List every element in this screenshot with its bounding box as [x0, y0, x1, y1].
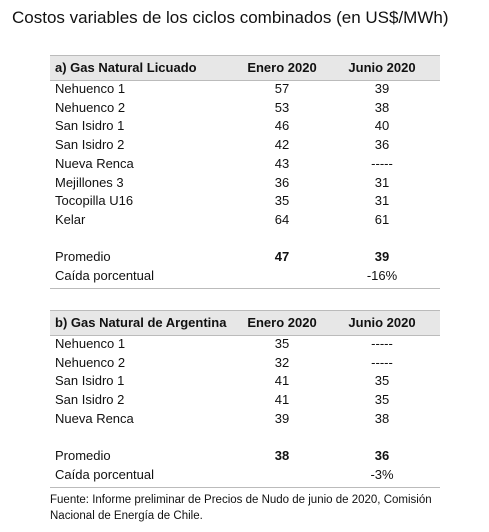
footnote: Nacional de Energía de Chile. [50, 510, 203, 522]
cell: 36 [374, 137, 390, 153]
footnote: Fuente: Informe preliminar de Precios de… [50, 494, 432, 506]
average-value: 47 [274, 249, 290, 265]
cell: 39 [274, 410, 290, 426]
cell: 32 [274, 354, 290, 370]
cell: 64 [274, 211, 290, 227]
average-value: 38 [274, 448, 290, 464]
cell: 39 [374, 81, 390, 96]
cell: 40 [374, 118, 390, 134]
header-band [50, 310, 440, 336]
cell: 38 [374, 99, 390, 115]
average-label: Promedio [55, 448, 111, 464]
drop-value: -3% [370, 466, 394, 482]
cell: 35 [274, 193, 290, 209]
cell: ----- [371, 336, 393, 351]
cell: 41 [274, 373, 290, 389]
cell: 35 [374, 392, 390, 408]
cell: 42 [274, 137, 290, 153]
row-label: San Isidro 1 [55, 118, 125, 134]
row-label: Nehuenco 1 [55, 81, 126, 96]
drop-label: Caída porcentual [55, 466, 155, 482]
column-header: Junio 2020 [348, 60, 416, 75]
cell: 46 [274, 118, 290, 134]
cell: 36 [274, 174, 290, 190]
column-header: a) Gas Natural Licuado [55, 60, 197, 75]
section-bottom-rule [50, 486, 440, 488]
section-bottom-rule [50, 288, 440, 289]
drop-label: Caída porcentual [55, 268, 155, 283]
header-band [50, 55, 440, 81]
column-header: b) Gas Natural de Argentina [55, 315, 227, 330]
row-label: San Isidro 2 [55, 392, 125, 408]
average-label: Promedio [55, 249, 111, 265]
column-header: Enero 2020 [247, 315, 317, 330]
cell: 57 [274, 81, 290, 96]
row-label: Nueva Renca [55, 155, 134, 171]
cell: 31 [374, 193, 390, 209]
average-value: 39 [374, 249, 390, 265]
title: Costos variables de los ciclos combinado… [12, 8, 449, 27]
row-label: Mejillones 3 [55, 174, 124, 190]
cell: 53 [274, 99, 290, 115]
row-label: Tocopilla U16 [55, 193, 134, 209]
row-label: Nueva Renca [55, 410, 134, 426]
row-label: San Isidro 1 [55, 373, 125, 389]
row-label: San Isidro 2 [55, 137, 125, 153]
column-header: Junio 2020 [348, 315, 416, 330]
cell: 35 [374, 373, 390, 389]
column-header: Enero 2020 [247, 60, 317, 75]
row-label: Nehuenco 1 [55, 336, 126, 351]
cell: 41 [274, 392, 290, 408]
drop-value: -16% [366, 268, 398, 283]
cell: 61 [374, 211, 390, 227]
row-label: Nehuenco 2 [55, 99, 126, 115]
cell: ----- [371, 354, 393, 370]
average-value: 36 [374, 448, 390, 464]
row-label: Nehuenco 2 [55, 354, 126, 370]
cell: 38 [374, 410, 390, 426]
row-label: Kelar [55, 211, 86, 227]
cell: ----- [371, 155, 393, 171]
cell: 35 [274, 336, 290, 351]
cell: 43 [274, 155, 290, 171]
cell: 31 [374, 174, 390, 190]
